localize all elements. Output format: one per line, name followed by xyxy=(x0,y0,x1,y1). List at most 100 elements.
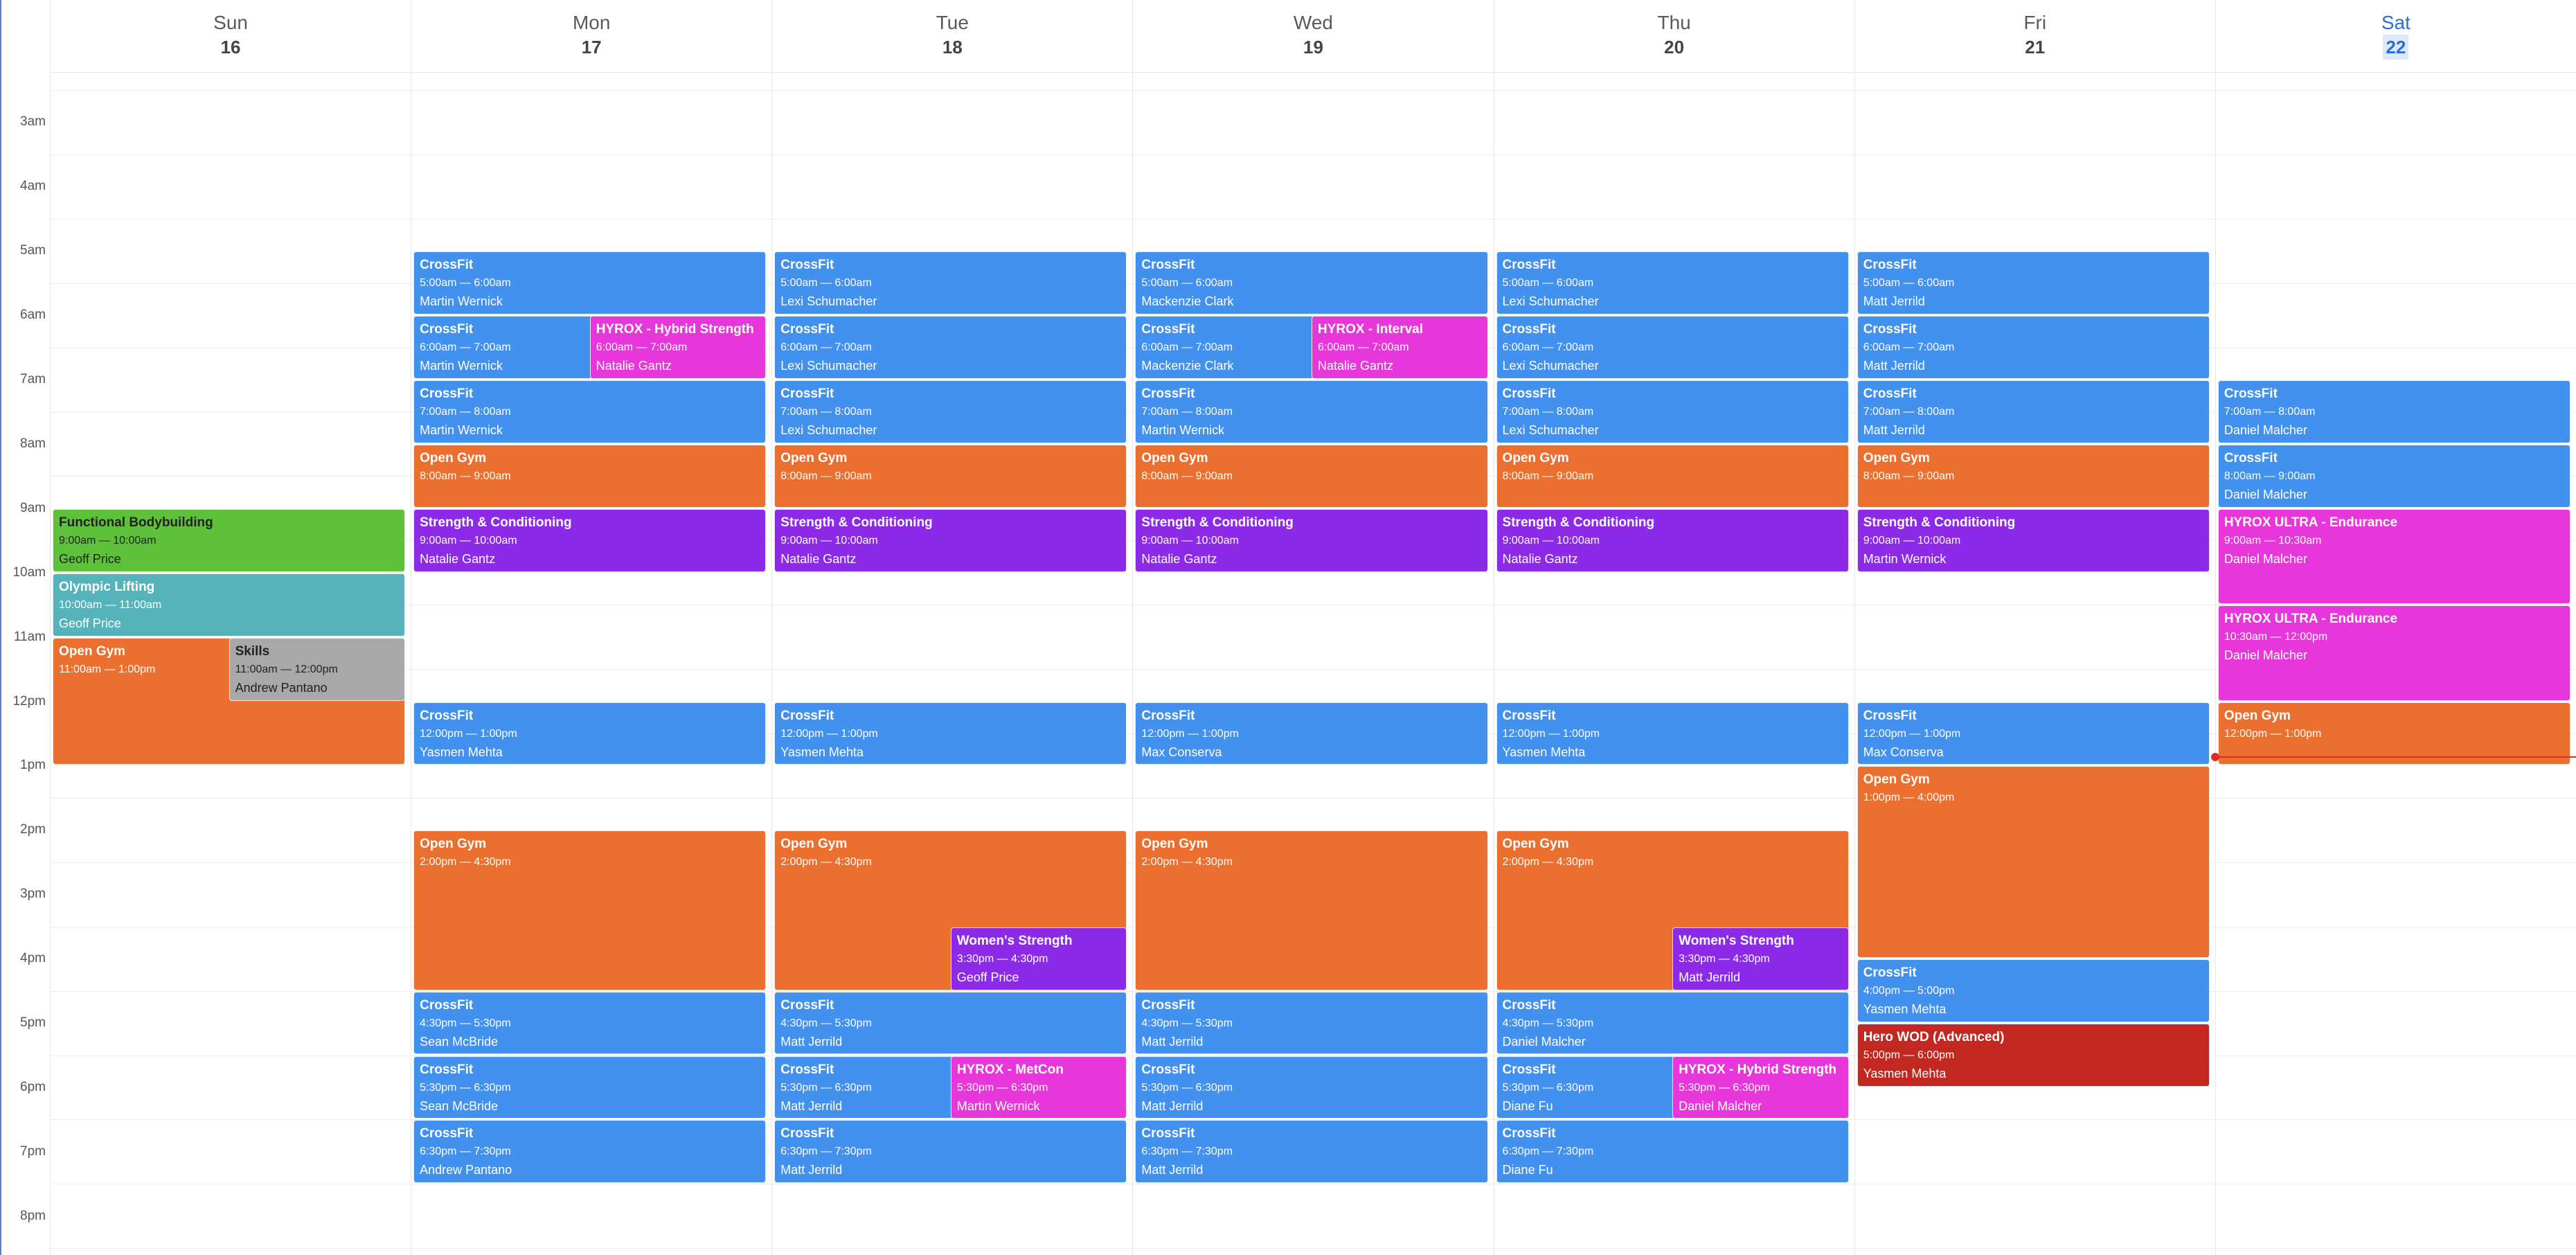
event-strength-conditioning[interactable]: Strength & Conditioning 9:00am — 10:00am M… xyxy=(1857,508,2210,572)
event-crossfit[interactable]: CrossFit 5:30pm — 6:30pm Matt Jerrild xyxy=(1135,1056,1488,1119)
event-time: 3:30pm — 4:30pm xyxy=(1679,952,1770,965)
event-crossfit[interactable]: CrossFit 5:00am — 6:00am Matt Jerrild xyxy=(1857,251,2210,315)
event-time: 6:00am — 7:00am xyxy=(1502,341,1594,354)
event-hyrox-ultra-endurance[interactable]: HYROX ULTRA - Endurance 9:00am — 10:30am D… xyxy=(2217,508,2570,605)
hour-gridline xyxy=(50,90,2576,91)
event-hyrox-ultra-endurance[interactable]: HYROX ULTRA - Endurance 10:30am — 12:00pm… xyxy=(2217,605,2570,701)
event-instructor: Lexi Schumacher xyxy=(780,423,877,438)
event-instructor: Matt Jerrild xyxy=(1141,1163,1204,1177)
event-hyrox-interval[interactable]: HYROX - Interval 6:00am — 7:00am Natalie G… xyxy=(1311,316,1488,380)
event-strength-conditioning[interactable]: Strength & Conditioning 9:00am — 10:00am N… xyxy=(1496,508,1849,572)
event-open-gym[interactable]: Open Gym 8:00am — 9:00am xyxy=(1496,444,1849,508)
event-crossfit[interactable]: CrossFit 6:00am — 7:00am Lexi Schumacher xyxy=(1496,316,1849,380)
day-number[interactable]: 16 xyxy=(220,37,241,57)
event-crossfit[interactable]: CrossFit 5:00am — 6:00am Martin Wernick xyxy=(413,251,767,315)
event-crossfit[interactable]: CrossFit 5:00am — 6:00am Lexi Schumacher xyxy=(774,251,1127,315)
event-functional-bodybuilding[interactable]: Functional Bodybuilding 9:00am — 10:00am G… xyxy=(53,508,406,572)
event-crossfit[interactable]: CrossFit 7:00am — 8:00am Martin Wernick xyxy=(1135,380,1488,443)
event-women-s-strength[interactable]: Women's Strength 3:30pm — 4:30pm Geoff Pri… xyxy=(950,927,1127,990)
day-number[interactable]: 19 xyxy=(1303,37,1323,57)
event-crossfit[interactable]: CrossFit 5:30pm — 6:30pm Sean McBride xyxy=(413,1056,767,1119)
event-time: 2:00pm — 4:30pm xyxy=(1141,856,1233,869)
event-crossfit[interactable]: CrossFit 12:00pm — 1:00pm Max Conserva xyxy=(1857,702,2210,765)
event-open-gym[interactable]: Open Gym 8:00am — 9:00am xyxy=(413,444,767,508)
event-crossfit[interactable]: CrossFit 4:30pm — 5:30pm Sean McBride xyxy=(413,991,767,1055)
event-title: Olympic Lifting xyxy=(59,579,155,594)
event-hyrox-metcon[interactable]: HYROX - MetCon 5:30pm — 6:30pm Martin Wern… xyxy=(950,1056,1127,1119)
day-number[interactable]: 20 xyxy=(1664,37,1685,57)
event-instructor: Martin Wernick xyxy=(956,1098,1040,1113)
day-name: Mon xyxy=(572,12,611,33)
event-crossfit[interactable]: CrossFit 7:00am — 8:00am Daniel Malcher xyxy=(2217,380,2570,443)
event-crossfit[interactable]: CrossFit 12:00pm — 1:00pm Yasmen Mehta xyxy=(1496,702,1849,765)
event-title: Open Gym xyxy=(59,643,126,659)
event-time: 8:00am — 9:00am xyxy=(1141,470,1233,482)
event-crossfit[interactable]: CrossFit 12:00pm — 1:00pm Max Conserva xyxy=(1135,702,1488,765)
event-crossfit[interactable]: CrossFit 4:30pm — 5:30pm Matt Jerrild xyxy=(1135,991,1488,1055)
event-open-gym[interactable]: Open Gym 8:00am — 9:00am xyxy=(774,444,1127,508)
event-open-gym[interactable]: Open Gym 2:00pm — 4:30pm xyxy=(413,830,767,990)
event-title: CrossFit xyxy=(1141,386,1195,402)
event-crossfit[interactable]: CrossFit 4:30pm — 5:30pm Daniel Malcher xyxy=(1496,991,1849,1055)
day-header-wed[interactable]: Wed 19 xyxy=(1132,0,1493,72)
event-open-gym[interactable]: Open Gym 8:00am — 9:00am xyxy=(1857,444,2210,508)
hour-gridline xyxy=(50,218,2576,220)
event-crossfit[interactable]: CrossFit 12:00pm — 1:00pm Yasmen Mehta xyxy=(413,702,767,765)
event-time: 6:30pm — 7:30pm xyxy=(1502,1146,1594,1158)
event-strength-conditioning[interactable]: Strength & Conditioning 9:00am — 10:00am N… xyxy=(774,508,1127,572)
event-crossfit[interactable]: CrossFit 6:30pm — 7:30pm Matt Jerrild xyxy=(1135,1120,1488,1184)
day-header-sun[interactable]: Sun 16 xyxy=(50,0,411,72)
event-crossfit[interactable]: CrossFit 6:30pm — 7:30pm Matt Jerrild xyxy=(774,1120,1127,1184)
event-crossfit[interactable]: CrossFit 6:00am — 7:00am Matt Jerrild xyxy=(1857,316,2210,380)
event-crossfit[interactable]: CrossFit 7:00am — 8:00am Martin Wernick xyxy=(413,380,767,443)
event-crossfit[interactable]: CrossFit 6:30pm — 7:30pm Andrew Pantano xyxy=(413,1120,767,1184)
event-open-gym[interactable]: Open Gym 2:00pm — 4:30pm xyxy=(1135,830,1488,990)
event-instructor: Lexi Schumacher xyxy=(1502,359,1599,373)
day-name: Wed xyxy=(1293,12,1333,33)
day-header-fri[interactable]: Fri 21 xyxy=(1854,0,2215,72)
event-instructor: Matt Jerrild xyxy=(780,1163,843,1177)
event-crossfit[interactable]: CrossFit 6:30pm — 7:30pm Diane Fu xyxy=(1496,1120,1849,1184)
event-title: Open Gym xyxy=(1502,837,1569,852)
event-crossfit[interactable]: CrossFit 12:00pm — 1:00pm Yasmen Mehta xyxy=(774,702,1127,765)
event-time: 7:00am — 8:00am xyxy=(1141,406,1233,418)
event-crossfit[interactable]: CrossFit 6:00am — 7:00am Lexi Schumacher xyxy=(774,316,1127,380)
event-skills[interactable]: Skills 11:00am — 12:00pm Andrew Pantano xyxy=(229,637,406,701)
event-time: 1:00pm — 4:00pm xyxy=(1863,792,1955,804)
event-crossfit[interactable]: CrossFit 7:00am — 8:00am Lexi Schumacher xyxy=(774,380,1127,443)
day-header-thu[interactable]: Thu 20 xyxy=(1493,0,1854,72)
event-open-gym[interactable]: Open Gym 8:00am — 9:00am xyxy=(1135,444,1488,508)
day-header-tue[interactable]: Tue 18 xyxy=(771,0,1132,72)
event-open-gym[interactable]: Open Gym 12:00pm — 1:00pm xyxy=(2217,702,2570,765)
day-number[interactable]: 18 xyxy=(942,37,963,57)
event-crossfit[interactable]: CrossFit 7:00am — 8:00am Lexi Schumacher xyxy=(1496,380,1849,443)
event-olympic-lifting[interactable]: Olympic Lifting 10:00am — 11:00am Geoff Pr… xyxy=(53,573,406,637)
hour-gridline xyxy=(50,990,2576,992)
day-header-mon[interactable]: Mon 17 xyxy=(411,0,771,72)
day-number[interactable]: 21 xyxy=(2025,37,2046,57)
event-open-gym[interactable]: Open Gym 1:00pm — 4:00pm xyxy=(1857,766,2210,959)
now-dot xyxy=(2210,752,2219,761)
event-crossfit[interactable]: CrossFit 5:00am — 6:00am Mackenzie Clark xyxy=(1135,251,1488,315)
event-instructor: Geoff Price xyxy=(956,970,1019,984)
event-instructor: Lexi Schumacher xyxy=(780,359,877,373)
event-crossfit[interactable]: CrossFit 4:00pm — 5:00pm Yasmen Mehta xyxy=(1857,959,2210,1023)
event-title: CrossFit xyxy=(1502,322,1556,337)
event-hyrox-hybrid-strength[interactable]: HYROX - Hybrid Strength 6:00am — 7:00am Na… xyxy=(589,316,767,380)
day-number[interactable]: 22 xyxy=(2383,35,2409,60)
event-title: Women's Strength xyxy=(956,933,1073,948)
event-hyrox-hybrid-strength[interactable]: HYROX - Hybrid Strength 5:30pm — 6:30pm Da… xyxy=(1672,1056,1849,1119)
event-women-s-strength[interactable]: Women's Strength 3:30pm — 4:30pm Matt Jerr… xyxy=(1672,927,1849,990)
day-number[interactable]: 17 xyxy=(581,37,602,57)
day-header-sat[interactable]: Sat 22 xyxy=(2215,0,2576,72)
event-crossfit[interactable]: CrossFit 7:00am — 8:00am Matt Jerrild xyxy=(1857,380,2210,443)
event-time: 5:30pm — 6:30pm xyxy=(1502,1081,1594,1094)
event-instructor: Daniel Malcher xyxy=(2224,551,2307,566)
event-strength-conditioning[interactable]: Strength & Conditioning 9:00am — 10:00am N… xyxy=(413,508,767,572)
event-strength-conditioning[interactable]: Strength & Conditioning 9:00am — 10:00am N… xyxy=(1135,508,1488,572)
event-crossfit[interactable]: CrossFit 8:00am — 9:00am Daniel Malcher xyxy=(2217,444,2570,508)
event-hero-wod-advanced[interactable]: Hero WOD (Advanced) 5:00pm — 6:00pm Yasmen… xyxy=(1857,1024,2210,1087)
event-crossfit[interactable]: CrossFit 5:00am — 6:00am Lexi Schumacher xyxy=(1496,251,1849,315)
event-crossfit[interactable]: CrossFit 4:30pm — 5:30pm Matt Jerrild xyxy=(774,991,1127,1055)
event-time: 12:00pm — 1:00pm xyxy=(2224,727,2322,740)
